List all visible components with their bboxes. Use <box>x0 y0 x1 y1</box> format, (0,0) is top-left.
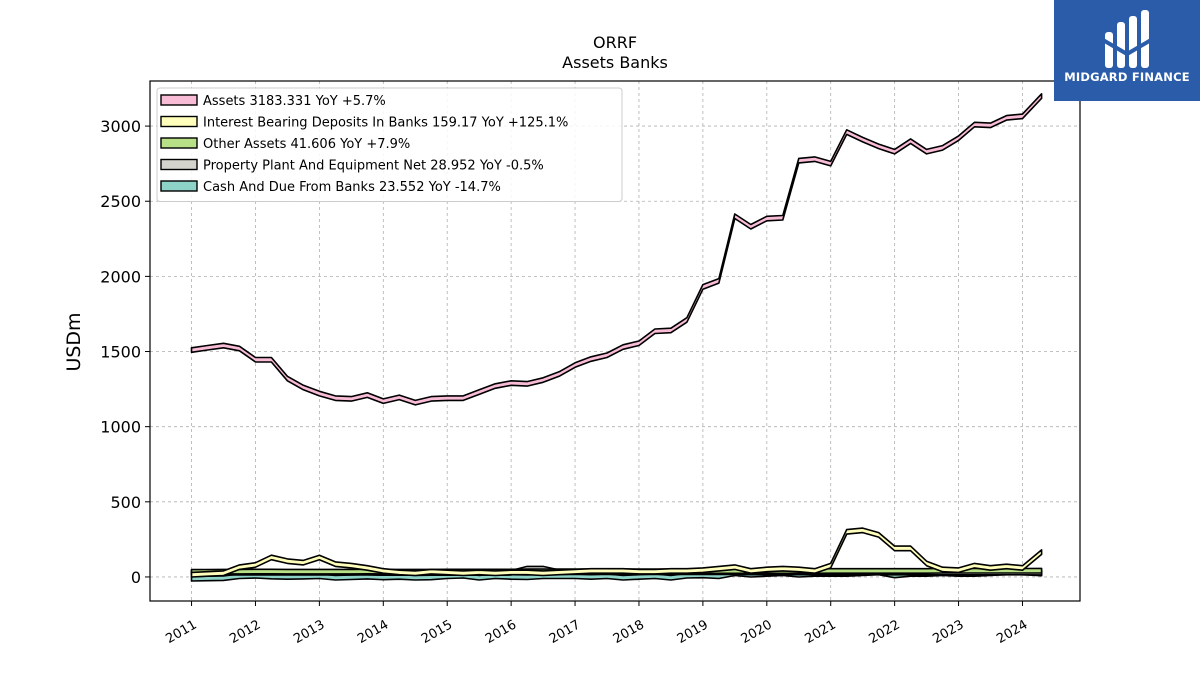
plot-frame <box>149 80 1081 602</box>
x-tick-label: 2020 <box>739 617 775 647</box>
plot-areas <box>190 93 1043 582</box>
y-tick-label: 3000 <box>100 117 141 136</box>
x-tick-label: 2014 <box>355 617 391 647</box>
legend-entry: Interest Bearing Deposits In Banks 159.1… <box>203 116 568 131</box>
y-tick-label: 500 <box>110 493 141 512</box>
brand-name: MIDGARD FINANCE <box>1064 70 1190 84</box>
stylized-m-bars-icon <box>1101 10 1153 68</box>
x-tick-label: 2017 <box>547 617 583 647</box>
y-axis-label: USDm <box>63 312 85 371</box>
y-tick-label: 1500 <box>100 343 141 362</box>
x-tick-label: 2012 <box>227 617 263 647</box>
x-tick-label: 2011 <box>163 617 199 647</box>
series-area-2 <box>190 527 1043 578</box>
x-axis: 2011 2012 2013 2014 2015 2016 2017 2018 2019 2020… <box>163 601 1030 647</box>
x-tick-label: 2019 <box>675 617 711 647</box>
x-tick-label: 2016 <box>483 617 519 647</box>
legend-entry: Property Plant And Equipment Net 28.952 … <box>203 159 544 174</box>
x-tick-label: 2015 <box>419 617 455 647</box>
legend-entry: Assets 3183.331 YoY +5.7% <box>203 94 386 109</box>
x-tick-label: 2013 <box>291 617 327 647</box>
legend-swatch <box>160 180 198 192</box>
x-tick-label: 2018 <box>611 617 647 647</box>
x-tick-label: 2022 <box>866 617 902 647</box>
legend-entry: Cash And Due From Banks 23.552 YoY -14.7… <box>203 180 501 195</box>
legend-swatch <box>160 158 198 171</box>
y-tick-label: 0 <box>131 568 141 587</box>
legend-swatch <box>160 94 198 106</box>
y-tick-label: 2500 <box>100 192 141 211</box>
series-area-1 <box>190 93 1043 406</box>
legend-swatch <box>160 115 198 128</box>
x-tick-label: 2023 <box>930 617 966 647</box>
y-axis: 0 500 1000 1500 2000 2500 3000 <box>100 117 150 587</box>
legend-swatch <box>160 137 198 149</box>
x-tick-label: 2024 <box>994 617 1030 647</box>
chart-subtitle: Assets Banks <box>562 53 668 72</box>
chart-title: ORRF <box>593 33 637 52</box>
y-tick-label: 2000 <box>100 267 141 286</box>
x-tick-label: 2021 <box>803 617 839 647</box>
legend-box <box>156 87 623 202</box>
brand-logo: MIDGARD FINANCE <box>1054 0 1200 101</box>
legend: Assets 3183.331 YoY +5.7% Interest Bearin… <box>156 87 623 202</box>
y-tick-label: 1000 <box>100 418 141 437</box>
legend-entry: Other Assets 41.606 YoY +7.9% <box>203 137 410 152</box>
